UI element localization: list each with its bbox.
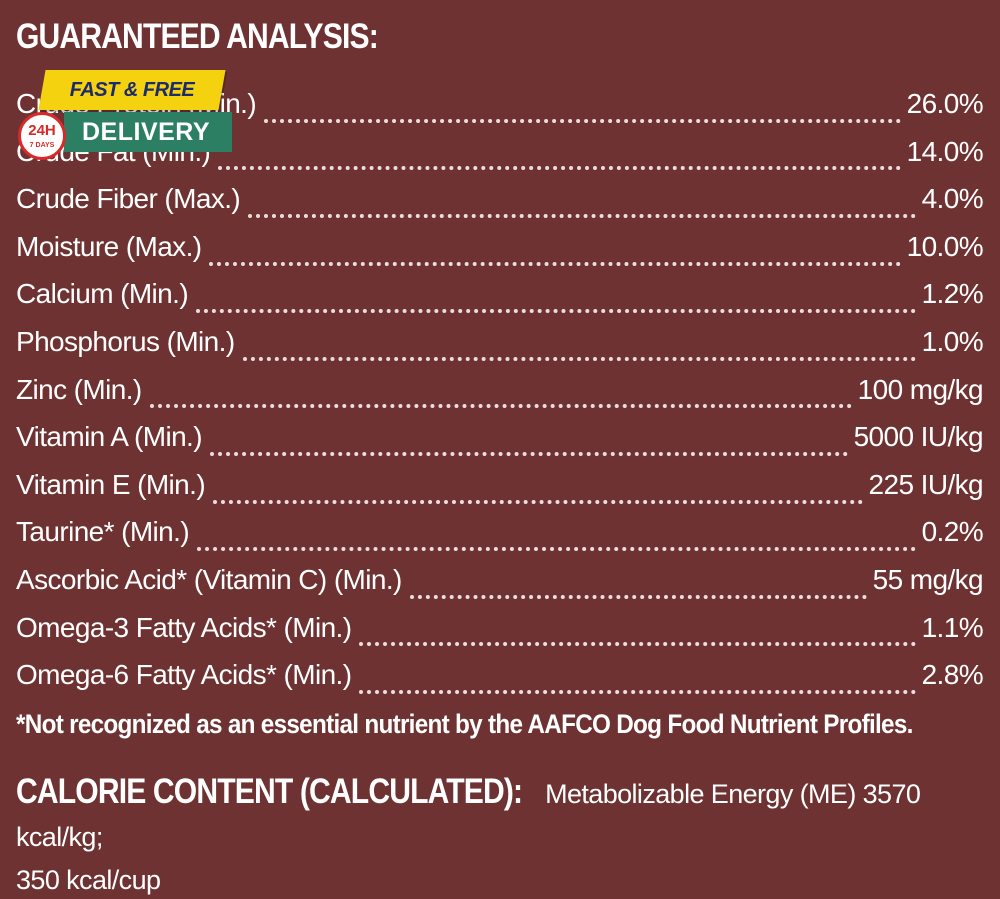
row-label: Vitamin A (Min.): [16, 421, 203, 453]
dot-leader: [213, 470, 863, 504]
dot-leader: [242, 327, 916, 361]
row-label: Calcium (Min.): [16, 278, 189, 310]
analysis-row: Crude Fiber (Max.) 4.0%: [16, 175, 984, 223]
dot-leader: [149, 374, 852, 409]
row-value: 2.8%: [921, 659, 984, 691]
analysis-list: Crude Protein (Min.)26.0% Crude Fat (Min…: [16, 80, 984, 699]
row-label: Phosphorus (Min.): [16, 325, 235, 357]
row-value: 4.0%: [921, 183, 984, 215]
row-label: Omega-3 Fatty Acids* (Min.): [16, 611, 352, 643]
row-value: 1.2%: [921, 278, 984, 310]
row-label: Moisture (Max.): [16, 230, 202, 262]
row-label: Taurine* (Min.): [16, 516, 190, 548]
row-label: Vitamin E (Min.): [16, 468, 206, 500]
section-heading: GUARANTEED ANALYSIS:: [16, 17, 379, 56]
row-label: Ascorbic Acid* (Vitamin C) (Min.): [16, 563, 402, 595]
row-value: 1.1%: [921, 611, 984, 643]
7-days-text: 7 DAYS: [29, 142, 55, 149]
dot-leader: [359, 612, 916, 647]
fast-free-text: FAST & FREE: [69, 79, 195, 101]
dot-leader: [209, 232, 901, 266]
calorie-content: CALORIE CONTENT (CALCULATED): Metaboliza…: [16, 771, 983, 899]
row-value: 14.0%: [906, 135, 984, 167]
dot-leader: [196, 279, 916, 314]
dot-leader: [359, 660, 916, 694]
dot-leader: [197, 517, 916, 552]
row-label: Omega-6 Fatty Acids* (Min.): [16, 659, 352, 691]
dot-leader: [409, 565, 867, 599]
row-value: 225 IU/kg: [868, 468, 984, 500]
row-value: 55 mg/kg: [872, 563, 984, 595]
analysis-row: Omega-3 Fatty Acids* (Min.) 1.1%: [16, 604, 984, 652]
24h-clock-icon: 24H 7 DAYS: [18, 112, 66, 160]
row-value: 10.0%: [906, 230, 984, 262]
analysis-row: Vitamin E (Min.) 225 IU/kg: [16, 461, 984, 509]
footnote: *Not recognized as an essential nutrient…: [16, 708, 913, 739]
delivery-badge[interactable]: FAST & FREE DELIVERY 24H 7 DAYS: [12, 68, 232, 160]
row-value: 26.0%: [906, 88, 984, 119]
calorie-title: CALORIE CONTENT (CALCULATED):: [16, 771, 523, 811]
analysis-row: Calcium (Min.) 1.2%: [16, 270, 984, 318]
analysis-row: Omega-6 Fatty Acids* (Min.) 2.8%: [16, 651, 984, 699]
row-value: 5000 IU/kg: [853, 421, 984, 453]
analysis-row: Taurine* (Min.) 0.2%: [16, 508, 984, 556]
row-value: 1.0%: [921, 325, 984, 357]
row-value: 100 mg/kg: [857, 373, 984, 405]
dot-leader: [209, 422, 848, 456]
dot-leader: [218, 136, 901, 171]
calorie-per-cup: 350 kcal/cup: [16, 864, 161, 895]
delivery-banner: DELIVERY: [64, 112, 232, 152]
dot-leader: [264, 89, 901, 123]
analysis-row: Zinc (Min.) 100 mg/kg: [16, 366, 984, 414]
analysis-row: Vitamin A (Min.) 5000 IU/kg: [16, 413, 984, 461]
row-value: 0.2%: [921, 516, 984, 548]
delivery-text: DELIVERY: [82, 118, 211, 146]
analysis-row: Moisture (Max.) 10.0%: [16, 223, 984, 271]
analysis-row: Phosphorus (Min.) 1.0%: [16, 318, 984, 366]
analysis-row: Ascorbic Acid* (Vitamin C) (Min.) 55 mg/k…: [16, 556, 984, 604]
fast-free-banner: FAST & FREE: [38, 70, 226, 110]
24h-text: 24H: [28, 122, 56, 139]
dot-leader: [248, 184, 916, 218]
row-label: Crude Fiber (Max.): [16, 183, 241, 215]
row-label: Zinc (Min.): [16, 373, 142, 405]
